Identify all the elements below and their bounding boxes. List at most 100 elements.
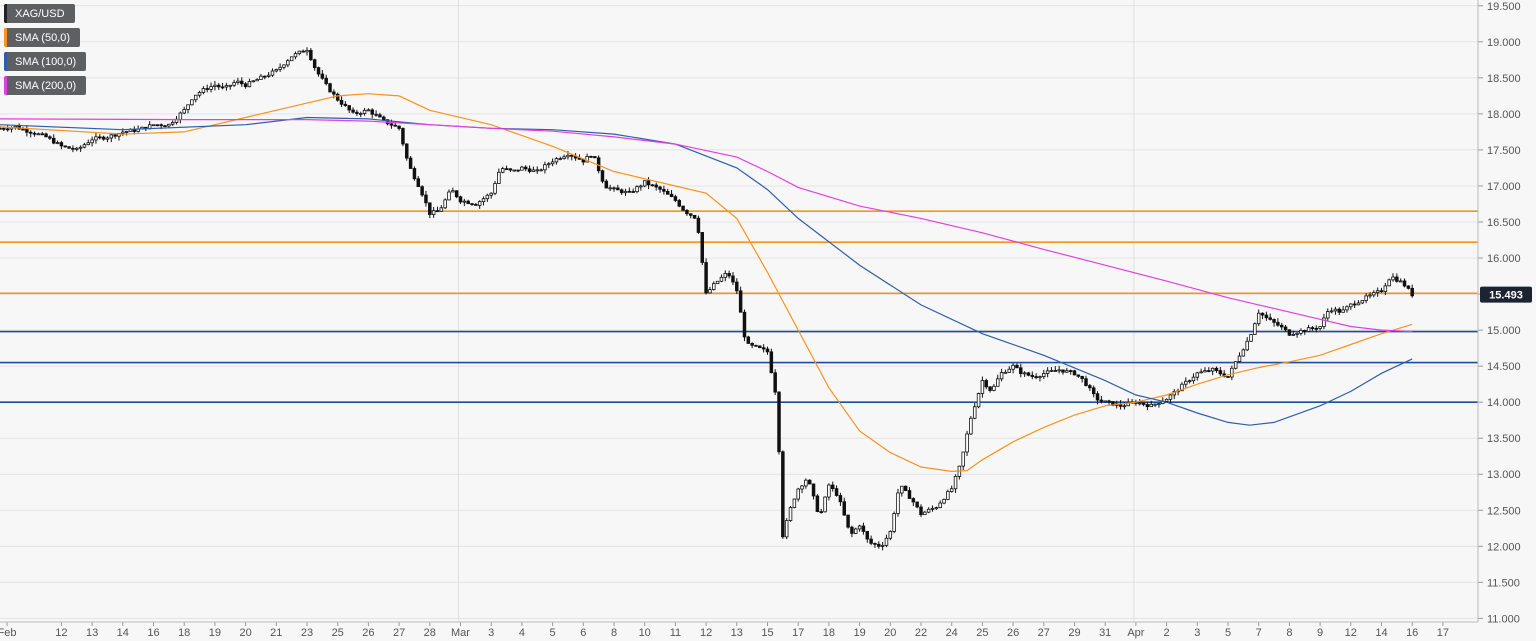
candle-body bbox=[1283, 326, 1288, 331]
y-axis: 11.000 11.500 12.000 12.500 13.000 13.500 14.0… bbox=[1477, 0, 1521, 625]
candle-body bbox=[25, 128, 29, 133]
candle-body bbox=[44, 133, 48, 138]
candle-body bbox=[784, 520, 789, 538]
candle-body bbox=[451, 190, 455, 193]
candle-body bbox=[773, 372, 777, 393]
candle-body bbox=[1065, 370, 1069, 373]
legend-item-sma50[interactable]: SMA (50,0) bbox=[4, 28, 81, 47]
legend-item-xagusd[interactable]: XAG/USD bbox=[4, 4, 75, 23]
candle-body bbox=[838, 495, 843, 503]
candle-body bbox=[900, 485, 904, 494]
candle-body bbox=[677, 200, 681, 207]
candle-body bbox=[40, 133, 44, 136]
candles bbox=[0, 47, 1414, 551]
x-tick-label: 19 bbox=[209, 627, 221, 639]
candle-body bbox=[1038, 376, 1042, 379]
candle-body bbox=[1210, 367, 1215, 372]
candle-body bbox=[665, 190, 670, 195]
candle-body bbox=[823, 496, 827, 513]
candle-body bbox=[1026, 372, 1031, 376]
candle-body bbox=[32, 132, 37, 135]
candle-body bbox=[827, 484, 831, 498]
candle-body bbox=[1076, 374, 1081, 377]
candle-body bbox=[1042, 373, 1046, 377]
last-price-tag: 15.493 bbox=[1480, 286, 1532, 303]
candle-body bbox=[297, 50, 302, 54]
x-tick-label: 16 bbox=[1406, 627, 1418, 639]
candle-body bbox=[489, 192, 493, 196]
candle-body bbox=[420, 186, 424, 196]
candle-body bbox=[59, 142, 64, 147]
candle-body bbox=[1279, 324, 1284, 328]
candle-body bbox=[2, 127, 6, 130]
candle-body bbox=[658, 186, 662, 190]
candle-body bbox=[193, 94, 198, 101]
candle-body bbox=[972, 406, 977, 419]
candle-body bbox=[320, 73, 325, 79]
candle-body bbox=[1372, 292, 1376, 296]
candle-body bbox=[1249, 334, 1253, 342]
candle-body bbox=[1049, 370, 1054, 372]
candle-body bbox=[408, 157, 413, 169]
x-tick-label: 8 bbox=[1286, 627, 1292, 639]
x-tick-label: 21 bbox=[270, 627, 282, 639]
x-tick-label: 13 bbox=[731, 627, 743, 639]
candle-body bbox=[159, 124, 163, 127]
legend-label: XAG/USD bbox=[15, 7, 65, 20]
candle-body bbox=[1003, 371, 1008, 374]
legend-item-sma100[interactable]: SMA (100,0) bbox=[4, 52, 87, 71]
candle-body bbox=[1303, 330, 1307, 332]
x-tick-label: 24 bbox=[946, 627, 958, 639]
candle-body bbox=[63, 145, 67, 148]
candle-body bbox=[1107, 400, 1111, 403]
candle-body bbox=[704, 262, 708, 294]
square-swatch-icon bbox=[4, 52, 7, 71]
candle-body bbox=[884, 537, 889, 546]
candle-body bbox=[911, 498, 916, 503]
candle-body bbox=[781, 451, 785, 538]
x-tick-label: 3 bbox=[488, 627, 494, 639]
candle-body bbox=[316, 67, 321, 75]
candle-body bbox=[1364, 295, 1368, 301]
candle-body bbox=[873, 542, 877, 545]
candle-body bbox=[358, 113, 363, 115]
candle-body bbox=[877, 543, 881, 547]
candle-body bbox=[650, 184, 655, 187]
candle-body bbox=[51, 137, 56, 144]
candle-body bbox=[355, 111, 359, 114]
candle-body bbox=[1053, 370, 1058, 372]
candle-body bbox=[819, 511, 823, 514]
candle-body bbox=[240, 80, 244, 85]
candle-body bbox=[662, 188, 666, 192]
candle-body bbox=[888, 531, 893, 539]
candle-body bbox=[466, 200, 470, 205]
candle-body bbox=[470, 203, 474, 206]
candle-body bbox=[282, 64, 286, 68]
x-tick-label: 25 bbox=[332, 627, 344, 639]
y-tick-label: 17.500 bbox=[1487, 145, 1521, 157]
candle-body bbox=[508, 168, 513, 171]
candle-body bbox=[109, 134, 114, 139]
legend-item-sma200[interactable]: SMA (200,0) bbox=[4, 76, 87, 95]
candle-body bbox=[1207, 370, 1211, 372]
y-tick-label: 15.000 bbox=[1487, 325, 1521, 337]
candle-body bbox=[589, 155, 593, 158]
candle-body bbox=[1360, 300, 1365, 304]
candle-body bbox=[251, 80, 256, 83]
candle-body bbox=[1256, 312, 1261, 325]
x-tick-label: 9 bbox=[1317, 627, 1323, 639]
candle-body bbox=[735, 281, 739, 292]
y-tick-label: 13.500 bbox=[1487, 433, 1521, 445]
candle-body bbox=[1391, 276, 1395, 281]
candle-body bbox=[646, 180, 651, 186]
candle-body bbox=[1352, 303, 1357, 306]
candle-body bbox=[293, 53, 298, 58]
candle-body bbox=[1337, 308, 1342, 313]
last-price-box bbox=[1480, 286, 1532, 303]
y-tick-label: 19.000 bbox=[1487, 37, 1521, 49]
candle-body bbox=[915, 501, 919, 508]
candle-body bbox=[527, 168, 532, 172]
candle-body bbox=[1268, 317, 1272, 320]
candle-body bbox=[500, 168, 505, 173]
